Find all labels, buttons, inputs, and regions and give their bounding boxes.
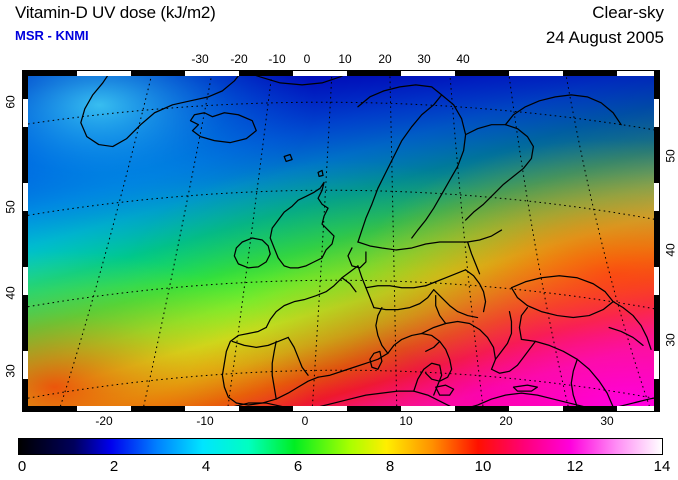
axis-border-left — [23, 71, 28, 411]
x-tick-top-1: -20 — [230, 52, 248, 66]
map-plot — [22, 70, 660, 412]
colorbar — [18, 438, 663, 455]
x-tick-bottom-2: 0 — [301, 414, 309, 428]
x-tick-top-7: 40 — [456, 52, 470, 66]
colorbar-tick-0: 0 — [17, 458, 27, 475]
x-tick-bottom-0: -20 — [95, 414, 113, 428]
x-tick-top-0: -30 — [191, 52, 209, 66]
colorbar-tick-4: 8 — [385, 458, 395, 475]
x-tick-top-2: -10 — [268, 52, 286, 66]
y-tick-right-1: 40 — [663, 243, 678, 257]
colorbar-tick-1: 2 — [109, 458, 119, 475]
uv-dose-field — [23, 71, 659, 411]
axis-border-bottom — [23, 406, 659, 411]
map-frame — [22, 70, 660, 412]
header: Vitamin-D UV dose (kJ/m2) MSR - KNMI Cle… — [0, 0, 678, 56]
y-tick-right-0: 50 — [663, 149, 678, 163]
axis-border-right — [654, 71, 659, 411]
x-tick-top-3: 0 — [303, 52, 311, 66]
x-tick-bottom-3: 10 — [399, 414, 413, 428]
coastlines — [80, 71, 659, 411]
axis-border-top — [23, 71, 659, 76]
x-tick-top-4: 10 — [338, 52, 352, 66]
x-tick-bottom-4: 20 — [499, 414, 513, 428]
x-tick-top-6: 30 — [417, 52, 431, 66]
source-label: MSR - KNMI — [15, 28, 89, 43]
y-tick-left-1: 50 — [3, 200, 18, 214]
colorbar-tick-5: 10 — [474, 458, 492, 475]
date-label: 24 August 2005 — [545, 28, 664, 47]
page-title: Vitamin-D UV dose (kJ/m2) — [15, 3, 216, 22]
y-tick-right-2: 30 — [663, 333, 678, 347]
y-tick-left-0: 60 — [3, 95, 18, 109]
colorbar-tick-3: 6 — [293, 458, 303, 475]
x-tick-top-5: 20 — [378, 52, 392, 66]
condition-label: Clear-sky — [592, 3, 664, 22]
colorbar-gradient — [18, 438, 663, 455]
graticule — [23, 71, 659, 411]
colorbar-tick-6: 12 — [566, 458, 584, 475]
colorbar-tick-2: 4 — [201, 458, 211, 475]
colorbar-tick-7: 14 — [653, 458, 671, 475]
x-tick-bottom-1: -10 — [196, 414, 214, 428]
y-tick-left-2: 40 — [3, 286, 18, 300]
x-tick-bottom-5: 30 — [600, 414, 614, 428]
y-tick-left-3: 30 — [3, 364, 18, 378]
